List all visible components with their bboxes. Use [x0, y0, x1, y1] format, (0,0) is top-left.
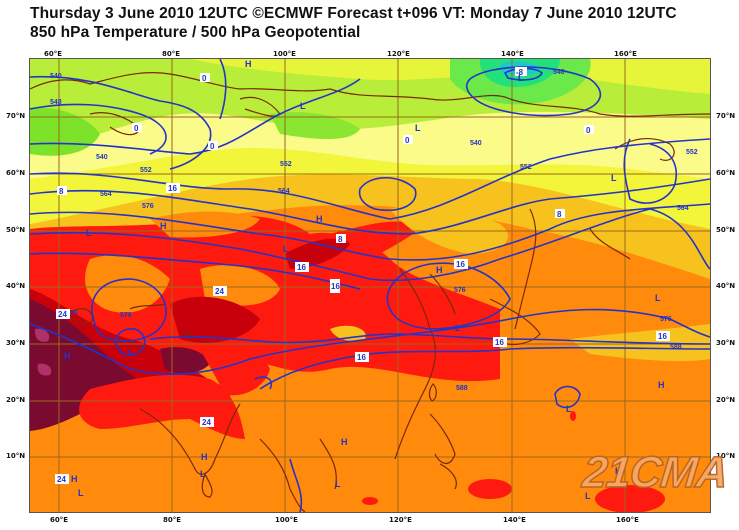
svg-text:576: 576: [142, 203, 154, 210]
svg-text:L: L: [585, 491, 591, 501]
svg-text:0: 0: [586, 126, 591, 135]
svg-text:L: L: [611, 173, 617, 183]
svg-text:-8: -8: [516, 68, 524, 77]
svg-text:24: 24: [215, 287, 224, 296]
svg-text:24: 24: [202, 418, 211, 427]
svg-text:564: 564: [100, 191, 112, 198]
lat-tick-right: 20°N: [716, 396, 736, 404]
svg-text:24: 24: [57, 475, 66, 484]
forecast-subtitle: 850 hPa Temperature / 500 hPa Geopotenti…: [30, 24, 361, 41]
svg-text:16: 16: [331, 282, 340, 291]
svg-text:552: 552: [520, 164, 532, 171]
lon-tick-top: 140°E: [501, 50, 524, 58]
lat-tick-left: 30°N: [6, 339, 26, 347]
lon-tick-top: 120°E: [387, 50, 410, 58]
lat-tick-right: 70°N: [716, 112, 736, 120]
svg-text:548: 548: [50, 99, 62, 106]
svg-text:L: L: [86, 228, 92, 238]
svg-text:540: 540: [50, 73, 62, 80]
weather-map: 540 548 540 552 564 576 552 564 540 552 …: [29, 58, 711, 513]
svg-text:564: 564: [677, 205, 689, 212]
lat-tick-left: 10°N: [6, 452, 26, 460]
svg-text:L: L: [78, 488, 84, 498]
svg-text:576: 576: [454, 287, 466, 294]
forecast-title: Thursday 3 June 2010 12UTC ©ECMWF Foreca…: [30, 5, 677, 22]
lat-tick-left: 40°N: [6, 282, 26, 290]
svg-text:H: H: [160, 221, 167, 231]
svg-text:H: H: [245, 59, 252, 69]
svg-text:8: 8: [59, 187, 64, 196]
svg-text:8: 8: [557, 210, 562, 219]
svg-text:H: H: [658, 380, 665, 390]
svg-text:552: 552: [686, 149, 698, 156]
svg-text:L: L: [335, 479, 341, 489]
lon-tick-top: 60°E: [44, 50, 63, 58]
pressure-centers: H L L L L H L L H H L L H L H L H L H H …: [64, 59, 665, 501]
contour-labels: 540 548 540 552 564 576 552 564 540 552 …: [50, 69, 698, 392]
lon-tick-bottom: 80°E: [163, 516, 182, 524]
lon-tick-bottom: 60°E: [50, 516, 69, 524]
svg-text:H: H: [71, 474, 78, 484]
svg-text:H: H: [201, 452, 208, 462]
svg-text:L: L: [300, 101, 306, 111]
svg-text:8: 8: [338, 235, 343, 244]
svg-text:L: L: [455, 323, 461, 333]
svg-text:L: L: [128, 348, 134, 358]
svg-text:16: 16: [658, 332, 667, 341]
svg-text:576: 576: [120, 312, 132, 319]
svg-text:0: 0: [134, 124, 139, 133]
svg-text:0: 0: [202, 74, 207, 83]
svg-text:16: 16: [357, 353, 366, 362]
svg-text:L: L: [655, 293, 661, 303]
svg-text:24: 24: [58, 310, 67, 319]
svg-text:588: 588: [670, 344, 682, 351]
lon-tick-bottom: 140°E: [503, 516, 526, 524]
svg-text:H: H: [436, 265, 443, 275]
hot-region: [30, 211, 665, 512]
svg-text:576: 576: [66, 310, 78, 317]
svg-text:0: 0: [210, 142, 215, 151]
svg-text:576: 576: [660, 316, 672, 323]
graticule: [30, 59, 710, 512]
lat-tick-right: 60°N: [716, 169, 736, 177]
lat-tick-left: 70°N: [6, 112, 26, 120]
svg-text:16: 16: [456, 260, 465, 269]
svg-text:552: 552: [140, 167, 152, 174]
svg-text:564: 564: [278, 188, 290, 195]
lon-tick-bottom: 100°E: [275, 516, 298, 524]
svg-text:H: H: [341, 437, 348, 447]
svg-text:L: L: [283, 244, 289, 254]
svg-text:540: 540: [553, 69, 565, 76]
lat-tick-right: 10°N: [716, 452, 736, 460]
lat-tick-right: 30°N: [716, 339, 736, 347]
lon-tick-top: 160°E: [614, 50, 637, 58]
svg-text:540: 540: [470, 140, 482, 147]
lon-tick-bottom: 160°E: [616, 516, 639, 524]
svg-text:588: 588: [456, 385, 468, 392]
lon-tick-top: 100°E: [273, 50, 296, 58]
svg-text:L: L: [518, 73, 524, 83]
svg-text:H: H: [64, 351, 71, 361]
svg-text:16: 16: [495, 338, 504, 347]
lat-tick-left: 20°N: [6, 396, 26, 404]
svg-text:552: 552: [280, 161, 292, 168]
lon-tick-bottom: 120°E: [389, 516, 412, 524]
svg-text:16: 16: [168, 184, 177, 193]
lat-tick-left: 50°N: [6, 226, 26, 234]
svg-text:540: 540: [96, 154, 108, 161]
svg-text:L: L: [415, 123, 421, 133]
svg-text:H: H: [615, 466, 622, 476]
lat-tick-left: 60°N: [6, 169, 26, 177]
lat-tick-right: 50°N: [716, 226, 736, 234]
watermark-21cma: 21CMA: [580, 447, 731, 498]
svg-text:L: L: [200, 469, 206, 479]
svg-text:H: H: [316, 214, 323, 224]
svg-text:L: L: [566, 404, 572, 414]
contours: [30, 59, 710, 512]
temperature-labels: 0 0 0 8 16 8 16 24 24 16 16 8 16 16 16 2…: [55, 67, 670, 484]
svg-text:16: 16: [297, 263, 306, 272]
svg-text:0: 0: [405, 136, 410, 145]
lon-tick-top: 80°E: [162, 50, 181, 58]
lat-tick-right: 40°N: [716, 282, 736, 290]
